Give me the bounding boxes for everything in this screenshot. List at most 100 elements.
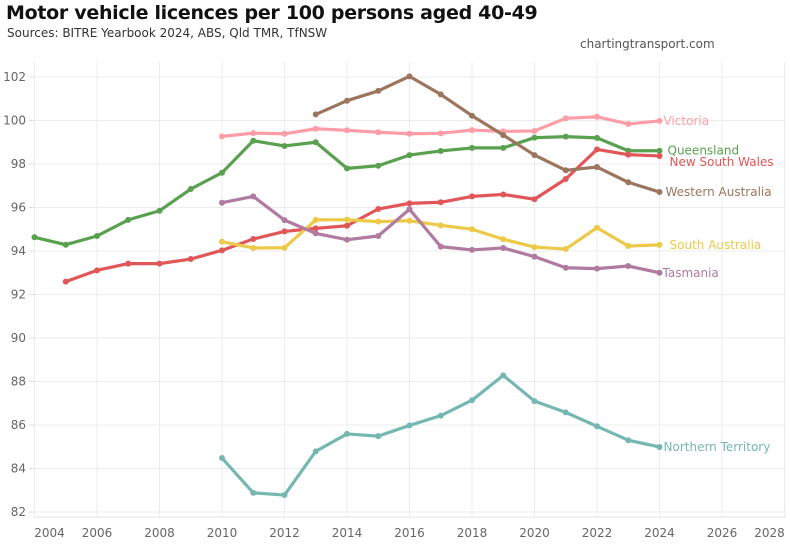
data-point-queensland[interactable]: [562, 133, 569, 140]
data-point-northern-territory[interactable]: [406, 422, 413, 429]
data-point-victoria[interactable]: [406, 130, 413, 137]
data-point-northern-territory[interactable]: [437, 412, 444, 419]
data-point-new-south-wales[interactable]: [281, 228, 288, 235]
data-point-new-south-wales[interactable]: [625, 151, 632, 158]
data-point-western-australia[interactable]: [531, 152, 538, 159]
data-point-victoria[interactable]: [562, 115, 569, 122]
data-point-western-australia[interactable]: [656, 189, 663, 196]
data-point-queensland[interactable]: [406, 152, 413, 159]
data-point-queensland[interactable]: [125, 216, 132, 223]
data-point-western-australia[interactable]: [312, 111, 319, 118]
data-point-tasmania[interactable]: [469, 246, 475, 253]
data-point-northern-territory[interactable]: [656, 443, 663, 450]
data-point-victoria[interactable]: [625, 120, 632, 127]
data-point-western-australia[interactable]: [562, 167, 569, 174]
data-point-new-south-wales[interactable]: [250, 236, 257, 243]
data-point-tasmania[interactable]: [219, 199, 225, 206]
data-point-new-south-wales[interactable]: [375, 206, 382, 213]
data-point-tasmania[interactable]: [281, 217, 288, 224]
data-point-south-australia[interactable]: [219, 238, 225, 245]
data-point-new-south-wales[interactable]: [406, 200, 413, 207]
data-point-new-south-wales[interactable]: [312, 225, 319, 232]
data-point-queensland[interactable]: [187, 186, 194, 193]
data-point-queensland[interactable]: [656, 147, 663, 154]
data-point-queensland[interactable]: [31, 234, 38, 241]
data-point-south-australia[interactable]: [250, 244, 257, 251]
data-point-queensland[interactable]: [437, 147, 444, 154]
data-point-western-australia[interactable]: [625, 179, 632, 186]
data-point-tasmania[interactable]: [437, 243, 444, 250]
data-point-queensland[interactable]: [312, 139, 319, 146]
data-point-south-australia[interactable]: [344, 216, 350, 223]
data-point-south-australia[interactable]: [625, 242, 632, 249]
data-point-south-australia[interactable]: [375, 218, 382, 225]
data-point-northern-territory[interactable]: [594, 423, 600, 430]
data-point-victoria[interactable]: [312, 125, 319, 132]
data-point-northern-territory[interactable]: [625, 437, 632, 444]
data-point-queensland[interactable]: [531, 134, 538, 141]
data-point-new-south-wales[interactable]: [94, 267, 100, 274]
data-point-northern-territory[interactable]: [500, 372, 507, 379]
data-point-tasmania[interactable]: [250, 193, 257, 200]
data-point-south-australia[interactable]: [406, 217, 413, 224]
data-point-south-australia[interactable]: [312, 216, 319, 223]
data-point-new-south-wales[interactable]: [656, 152, 663, 159]
data-point-south-australia[interactable]: [437, 222, 444, 229]
data-point-northern-territory[interactable]: [219, 455, 225, 462]
data-point-south-australia[interactable]: [469, 226, 475, 233]
data-point-new-south-wales[interactable]: [62, 278, 69, 285]
data-point-tasmania[interactable]: [562, 264, 569, 271]
data-point-queensland[interactable]: [250, 137, 257, 144]
data-point-victoria[interactable]: [594, 113, 600, 120]
data-point-tasmania[interactable]: [656, 269, 663, 276]
data-point-northern-territory[interactable]: [250, 489, 257, 496]
data-point-northern-territory[interactable]: [531, 398, 538, 405]
data-point-south-australia[interactable]: [500, 236, 507, 243]
data-point-south-australia[interactable]: [281, 244, 288, 251]
data-point-northern-territory[interactable]: [469, 397, 475, 404]
data-point-tasmania[interactable]: [500, 244, 507, 251]
data-point-queensland[interactable]: [375, 162, 382, 169]
data-point-tasmania[interactable]: [344, 236, 350, 243]
data-point-tasmania[interactable]: [531, 253, 538, 260]
data-point-western-australia[interactable]: [406, 73, 413, 80]
data-point-victoria[interactable]: [375, 129, 382, 136]
data-point-new-south-wales[interactable]: [531, 196, 538, 203]
data-point-northern-territory[interactable]: [281, 492, 288, 499]
data-point-victoria[interactable]: [437, 130, 444, 137]
data-point-south-australia[interactable]: [594, 224, 600, 231]
data-point-western-australia[interactable]: [469, 112, 475, 119]
data-point-new-south-wales[interactable]: [219, 247, 225, 254]
data-point-new-south-wales[interactable]: [469, 193, 475, 200]
data-point-new-south-wales[interactable]: [344, 222, 350, 229]
data-point-queensland[interactable]: [500, 144, 507, 151]
data-point-new-south-wales[interactable]: [594, 146, 600, 153]
data-point-victoria[interactable]: [219, 133, 225, 140]
data-point-northern-territory[interactable]: [375, 433, 382, 440]
data-point-queensland[interactable]: [469, 144, 475, 151]
data-point-western-australia[interactable]: [594, 164, 600, 171]
data-point-victoria[interactable]: [469, 127, 475, 134]
data-point-victoria[interactable]: [656, 117, 663, 124]
data-point-tasmania[interactable]: [625, 263, 632, 270]
data-point-tasmania[interactable]: [312, 230, 319, 237]
data-point-northern-territory[interactable]: [312, 448, 319, 455]
data-point-new-south-wales[interactable]: [187, 256, 194, 263]
data-point-queensland[interactable]: [281, 142, 288, 149]
data-point-queensland[interactable]: [156, 207, 163, 214]
data-point-tasmania[interactable]: [406, 206, 413, 213]
data-point-south-australia[interactable]: [531, 244, 538, 251]
data-point-queensland[interactable]: [94, 232, 100, 239]
data-point-northern-territory[interactable]: [562, 409, 569, 416]
data-point-new-south-wales[interactable]: [500, 191, 507, 198]
data-point-new-south-wales[interactable]: [125, 260, 132, 267]
data-point-western-australia[interactable]: [344, 97, 350, 104]
data-point-victoria[interactable]: [344, 127, 350, 134]
data-point-new-south-wales[interactable]: [437, 199, 444, 206]
data-point-western-australia[interactable]: [437, 91, 444, 98]
data-point-victoria[interactable]: [281, 130, 288, 137]
data-point-new-south-wales[interactable]: [562, 176, 569, 183]
data-point-queensland[interactable]: [594, 134, 600, 141]
data-point-queensland[interactable]: [344, 165, 350, 172]
data-point-tasmania[interactable]: [375, 232, 382, 239]
